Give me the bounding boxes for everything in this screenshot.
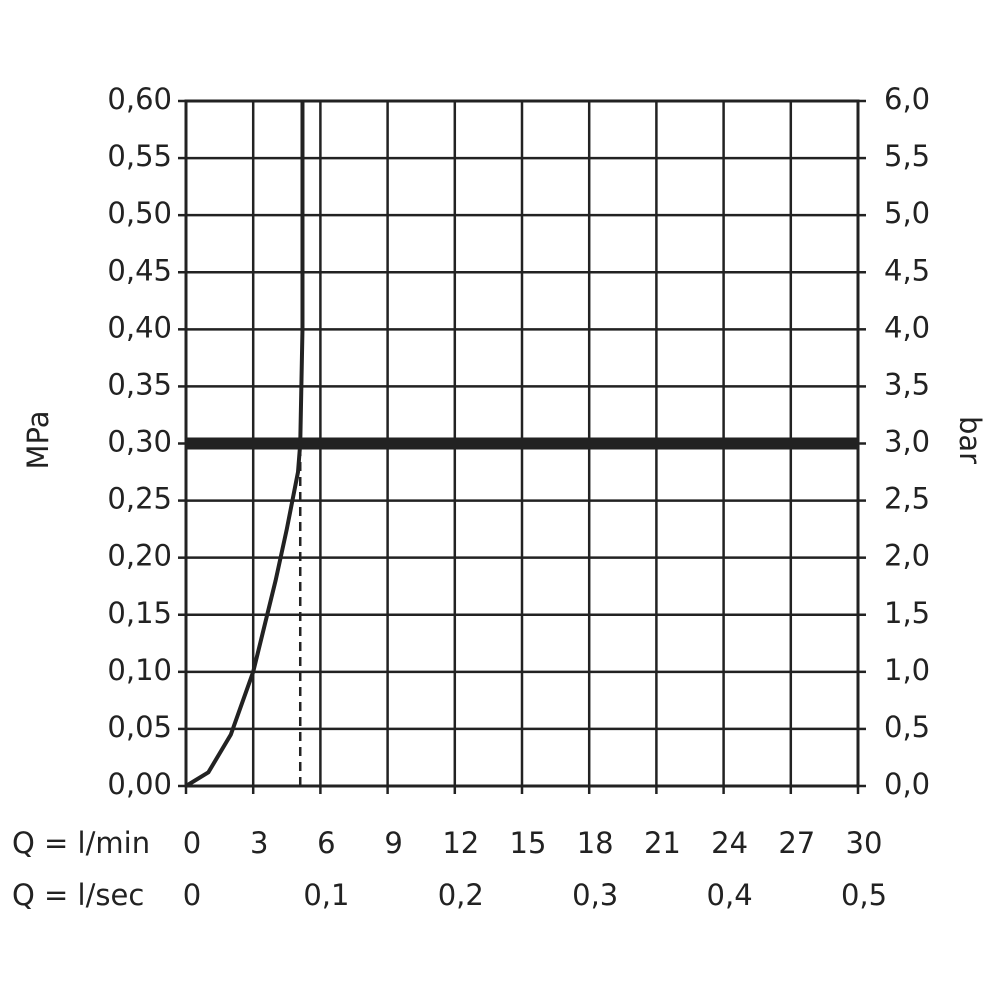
- x-tick-label: 24: [711, 826, 748, 860]
- x-tick-label: 21: [644, 826, 681, 860]
- x-tick-label: 12: [442, 826, 479, 860]
- x2-tick-label: 0,1: [303, 878, 349, 912]
- y2-tick-label: 5,5: [884, 139, 930, 173]
- x2-tick-label: 0: [183, 878, 201, 912]
- y-tick-label: 0,30: [107, 425, 172, 459]
- y2-axis-label: bar: [953, 416, 987, 464]
- x-tick-label: 3: [250, 826, 268, 860]
- x-tick-label: 27: [778, 826, 815, 860]
- x2-tick-label: 0,2: [438, 878, 484, 912]
- y2-tick-label: 3,0: [884, 425, 930, 459]
- y-tick-label: 0,45: [107, 253, 172, 287]
- y2-tick-label: 5,0: [884, 196, 930, 230]
- y2-tick-label: 6,0: [884, 82, 930, 116]
- y2-tick-label: 2,5: [884, 482, 930, 516]
- x-tick-label: 15: [510, 826, 547, 860]
- y-tick-label: 0,25: [107, 482, 172, 516]
- y-tick-label: 0,20: [107, 539, 172, 573]
- y-tick-label: 0,60: [107, 82, 172, 116]
- y-tick-label: 0,05: [107, 710, 172, 744]
- y-tick-label: 0,35: [107, 367, 172, 401]
- y2-tick-label: 0,5: [884, 710, 930, 744]
- y-axis-label: MPa: [21, 411, 55, 470]
- x-tick-label: 0: [183, 826, 201, 860]
- y2-tick-label: 3,5: [884, 367, 930, 401]
- y-tick-label: 0,00: [107, 767, 172, 801]
- y-tick-label: 0,10: [107, 653, 172, 687]
- y2-tick-label: 1,0: [884, 653, 930, 687]
- x-tick-label: 18: [577, 826, 614, 860]
- y2-tick-label: 0,0: [884, 767, 930, 801]
- x-tick-label: 6: [317, 826, 335, 860]
- flow-curve: [184, 101, 305, 788]
- x-axis-label: Q = l/min: [12, 826, 150, 860]
- x2-axis-label: Q = l/sec: [12, 878, 144, 912]
- x2-tick-label: 0,3: [572, 878, 618, 912]
- y-tick-label: 0,50: [107, 196, 172, 230]
- x-tick-label: 30: [846, 826, 883, 860]
- y2-tick-label: 1,5: [884, 596, 930, 630]
- y-tick-label: 0,55: [107, 139, 172, 173]
- y-tick-label: 0,15: [107, 596, 172, 630]
- y-tick-label: 0,40: [107, 310, 172, 344]
- x-tick-label: 9: [384, 826, 402, 860]
- y2-tick-label: 4,0: [884, 310, 930, 344]
- x2-tick-label: 0,4: [707, 878, 753, 912]
- x2-tick-label: 0,5: [841, 878, 887, 912]
- y2-tick-label: 2,0: [884, 539, 930, 573]
- y2-tick-label: 4,5: [884, 253, 930, 287]
